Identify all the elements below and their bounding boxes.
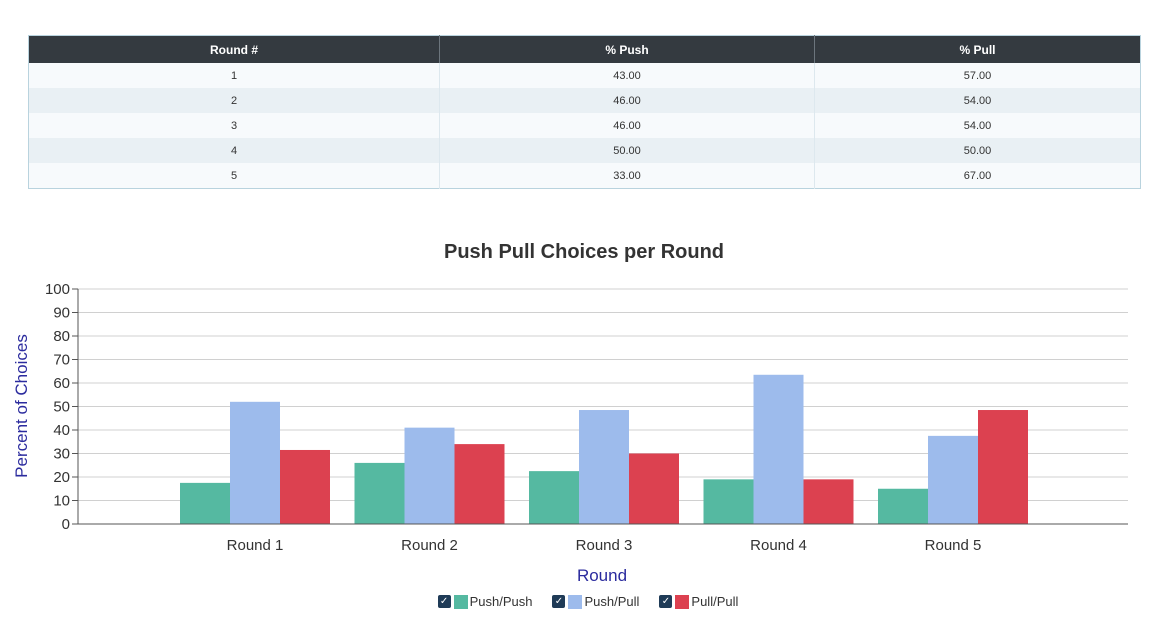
legend-swatch	[453, 594, 468, 609]
cell-push: 33.00	[439, 163, 815, 189]
x-tick-label: Round 4	[750, 537, 807, 554]
cell-round: 3	[28, 113, 440, 138]
legend-item-push-push[interactable]: ✓ Push/Push	[437, 594, 533, 609]
checkbox-checked-icon[interactable]: ✓	[552, 595, 566, 608]
cell-pull: 50.00	[963, 144, 992, 157]
checkbox-checked-icon[interactable]: ✓	[659, 595, 673, 608]
legend-label: Push/Pull	[584, 594, 640, 609]
table-row: 2 46.00 54.00	[28, 88, 1141, 113]
axis-layer: 0 10 20 30 40 50 60 70 80 90 100 Round 1 Round 2 Roun…	[45, 281, 1128, 554]
cell-round: 4	[28, 138, 440, 163]
legend-swatch	[675, 594, 690, 609]
bar-push-pull-1[interactable]	[230, 401, 280, 524]
bar-chart: Push Pull Choices per Round 0 10 20 30 40 50 6…	[12, 241, 1128, 585]
y-tick-label: 70	[53, 352, 70, 369]
bar-push-push-4[interactable]	[703, 479, 754, 524]
y-tick-label: 90	[53, 305, 70, 322]
summary-table: Round # % Push % Pull 1 43.00 57.00 2 46…	[28, 35, 1141, 189]
bar-push-pull-2[interactable]	[404, 427, 455, 524]
legend-item-pull-pull[interactable]: ✓ Pull/Pull	[659, 594, 738, 609]
table-row: 3 46.00 54.00	[28, 113, 1141, 138]
table-header-row: Round # % Push % Pull	[28, 35, 1141, 63]
table-row: 5 33.00 67.00	[28, 163, 1141, 189]
bar-pull-pull-3[interactable]	[629, 453, 679, 525]
y-tick-label: 0	[62, 516, 70, 533]
bar-pull-pull-5[interactable]	[978, 410, 1028, 524]
x-tick-label: Round 1	[227, 537, 284, 554]
bar-pull-pull-4[interactable]	[803, 479, 854, 524]
cell-round: 5	[28, 163, 440, 189]
x-tick-label: Round 5	[925, 537, 982, 554]
x-axis-label: Round	[577, 566, 627, 585]
bar-pull-pull-1[interactable]	[280, 449, 330, 524]
bar-push-pull-4[interactable]	[753, 374, 804, 524]
bar-push-push-1[interactable]	[180, 482, 230, 524]
cell-push: 50.00	[439, 138, 815, 163]
y-tick-label: 50	[53, 399, 70, 416]
y-tick-label: 10	[53, 493, 70, 510]
chart-title: Push Pull Choices per Round	[444, 241, 724, 263]
y-tick-label: 80	[53, 328, 70, 345]
bar-layer	[180, 374, 1028, 525]
y-tick-label: 100	[45, 281, 70, 298]
y-tick-label: 20	[53, 469, 70, 486]
cell-pull: 54.00	[963, 94, 992, 107]
x-tick-label: Round 2	[401, 537, 458, 554]
table-row: 4 50.00 50.00	[28, 138, 1141, 163]
cell-push: 43.00	[439, 63, 815, 88]
y-tick-label: 40	[53, 422, 70, 439]
cell-push: 46.00	[439, 88, 815, 113]
table-row: 1 43.00 57.00	[28, 63, 1141, 88]
legend-swatch	[568, 594, 583, 609]
checkbox-checked-icon[interactable]: ✓	[437, 595, 451, 608]
bar-push-push-2[interactable]	[354, 462, 405, 524]
cell-push: 46.00	[439, 113, 815, 138]
header-pull[interactable]: % Pull	[814, 35, 1141, 63]
bar-push-pull-3[interactable]	[579, 410, 629, 524]
bar-push-pull-5[interactable]	[928, 435, 978, 524]
x-tick-label: Round 3	[576, 537, 633, 554]
cell-round: 2	[28, 88, 440, 113]
cell-pull: 67.00	[963, 169, 992, 182]
y-axis-label: Percent of Choices	[12, 334, 31, 478]
header-round[interactable]: Round #	[28, 35, 440, 63]
y-tick-label: 30	[53, 446, 70, 463]
cell-round: 1	[28, 63, 440, 88]
bar-pull-pull-2[interactable]	[454, 444, 505, 524]
bar-push-push-3[interactable]	[529, 471, 579, 524]
bar-push-push-5[interactable]	[878, 488, 928, 524]
chart-legend: ✓ Push/Push ✓ Push/Pull ✓ Pull/Pull	[0, 594, 1176, 609]
cell-pull: 57.00	[963, 69, 992, 82]
header-push[interactable]: % Push	[439, 35, 815, 63]
legend-label: Pull/Pull	[691, 594, 739, 609]
y-tick-label: 60	[53, 375, 70, 392]
legend-item-push-pull[interactable]: ✓ Push/Pull	[552, 594, 639, 609]
cell-pull: 54.00	[963, 119, 992, 132]
legend-label: Push/Push	[469, 594, 533, 609]
